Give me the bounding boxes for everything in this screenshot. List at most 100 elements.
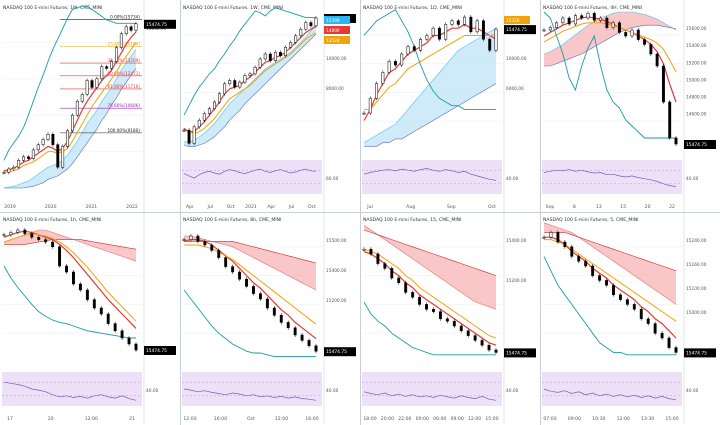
lagging-line xyxy=(183,289,316,358)
cloud-span-b xyxy=(363,229,497,276)
candle-body xyxy=(228,80,232,85)
chart-panel-5[interactable]: NASDAQ 100 E-mini Futures, 1h, CME_MINI 4… xyxy=(0,212,180,424)
chart-svg-7: NASDAQ 100 E-mini Futures, 15, CME_MINI 1… xyxy=(362,212,536,424)
candle-body xyxy=(674,347,678,353)
chart-panel-6[interactable]: NASDAQ 100 E-mini Futures, 8h, CME_MINI 1… xyxy=(180,212,360,424)
chart-title: NASDAQ 100 E-mini Futures, 1W, CME_MINI xyxy=(183,5,283,11)
price-label-bg xyxy=(144,346,176,355)
chart-panel-4[interactable]: NASDAQ 100 E-mini Futures, 4H, CME_MINI 1… xyxy=(540,0,720,212)
candle-body xyxy=(113,323,117,332)
candle-body xyxy=(636,29,640,40)
side-label: 14890 xyxy=(326,28,340,34)
chart-panel-1[interactable]: NASDAQ 100 E-mini Futures, 1M, CME_MINI 0… xyxy=(0,0,180,212)
candle-body xyxy=(120,330,124,339)
chart-panel-8[interactable]: NASDAQ 100 E-mini Futures, 5, CME_MINI 15… xyxy=(540,212,720,424)
candle-body xyxy=(56,144,60,168)
candle-body xyxy=(649,44,653,55)
candle-body xyxy=(258,293,262,300)
candle-body xyxy=(452,320,456,327)
chart-panel-2[interactable]: NASDAQ 100 E-mini Futures, 1W, CME_MINI 1… xyxy=(180,0,360,212)
oscillator-line xyxy=(183,388,317,401)
x-tick-label: 12:00 xyxy=(275,416,288,422)
candle-body xyxy=(445,318,449,322)
x-tick-label: 09:00 xyxy=(568,416,581,422)
y-tick-label: 40.00 xyxy=(506,176,519,182)
x-tick-label: 13 xyxy=(596,204,602,210)
cloud-span-a xyxy=(363,224,497,310)
candle-body xyxy=(233,80,237,88)
kijun-line xyxy=(364,34,497,110)
tenkan-line xyxy=(363,23,497,121)
y-tick-label: 15200.00 xyxy=(326,298,347,304)
price-label: 15474.75 xyxy=(686,142,707,148)
candle-body xyxy=(70,114,74,132)
y-tick-label: 15600.00 xyxy=(686,26,707,32)
chart-svg-5: NASDAQ 100 E-mini Futures, 1h, CME_MINI 4… xyxy=(2,212,176,424)
candle-body xyxy=(419,38,423,51)
candle-body xyxy=(263,53,267,60)
candle-body xyxy=(272,307,276,316)
candle-body xyxy=(624,32,628,37)
ichimoku-cloud xyxy=(184,25,316,147)
y-tick-label: 40.00 xyxy=(326,388,339,394)
candle-body xyxy=(586,12,590,19)
x-tick-label: 09:00 xyxy=(451,416,464,422)
candle-body xyxy=(182,129,186,132)
y-tick-label: 15100.00 xyxy=(686,286,707,292)
candle-body xyxy=(643,39,647,45)
kijun-line xyxy=(184,244,317,325)
cloud-span-a xyxy=(3,49,137,189)
candle-body xyxy=(238,271,242,280)
chart-panel-3[interactable]: NASDAQ 100 E-mini Futures, 1D, CME_MINI 1… xyxy=(360,0,540,212)
tenkan-line xyxy=(3,31,137,172)
x-tick-label: 2020 xyxy=(45,204,57,210)
candle-body xyxy=(390,268,394,279)
side-label: 13524 xyxy=(326,38,340,44)
y-tick-label: 15240.00 xyxy=(686,238,707,244)
candle-body xyxy=(213,101,216,109)
side-label-bg xyxy=(504,16,530,24)
price-label-bg xyxy=(504,348,536,358)
candle-body xyxy=(238,81,242,88)
chart-panel-7[interactable]: NASDAQ 100 E-mini Futures, 15, CME_MINI 1… xyxy=(360,212,540,424)
price-label-bg xyxy=(684,348,716,358)
x-tick-label: 12:00 xyxy=(85,416,98,422)
ichimoku-cloud xyxy=(4,230,136,262)
candle-body xyxy=(23,229,27,234)
candle-body xyxy=(456,20,460,25)
candle-body xyxy=(406,46,410,55)
candle-body xyxy=(438,311,442,320)
candle-body xyxy=(207,108,211,114)
lagging-line xyxy=(3,5,136,161)
y-tick-label: 15160.00 xyxy=(686,262,707,268)
candle-body xyxy=(110,61,114,69)
candle-body xyxy=(599,17,603,21)
x-tick-label: Oct xyxy=(227,204,235,210)
candle-body xyxy=(22,156,26,161)
x-tick-label: Jul xyxy=(366,204,373,210)
candle-body xyxy=(488,38,492,51)
candle-body xyxy=(134,23,138,31)
candle-body xyxy=(31,149,35,159)
candle-body xyxy=(605,280,608,286)
candle-body xyxy=(196,235,200,242)
candle-body xyxy=(127,337,131,345)
candle-body xyxy=(245,278,248,287)
candle-body xyxy=(223,83,227,94)
candle-body xyxy=(368,98,372,114)
candle-body xyxy=(570,246,574,257)
price-label-bg xyxy=(324,347,356,357)
y-tick-label: 40.00 xyxy=(686,388,699,394)
x-tick-label: 06:00 xyxy=(433,416,446,422)
candle-body xyxy=(304,22,308,30)
candle-body xyxy=(134,343,138,351)
x-tick-label: 20 xyxy=(645,204,651,210)
candle-body xyxy=(494,349,498,353)
candle-body xyxy=(383,263,387,269)
fib-level-label: 78.60%(10606) xyxy=(107,103,140,108)
candle-body xyxy=(129,26,133,31)
candle-body xyxy=(412,46,416,51)
ichimoku-cloud xyxy=(364,28,496,147)
x-tick-label: 18:00 xyxy=(363,416,376,422)
cloud-span-b xyxy=(4,68,137,189)
